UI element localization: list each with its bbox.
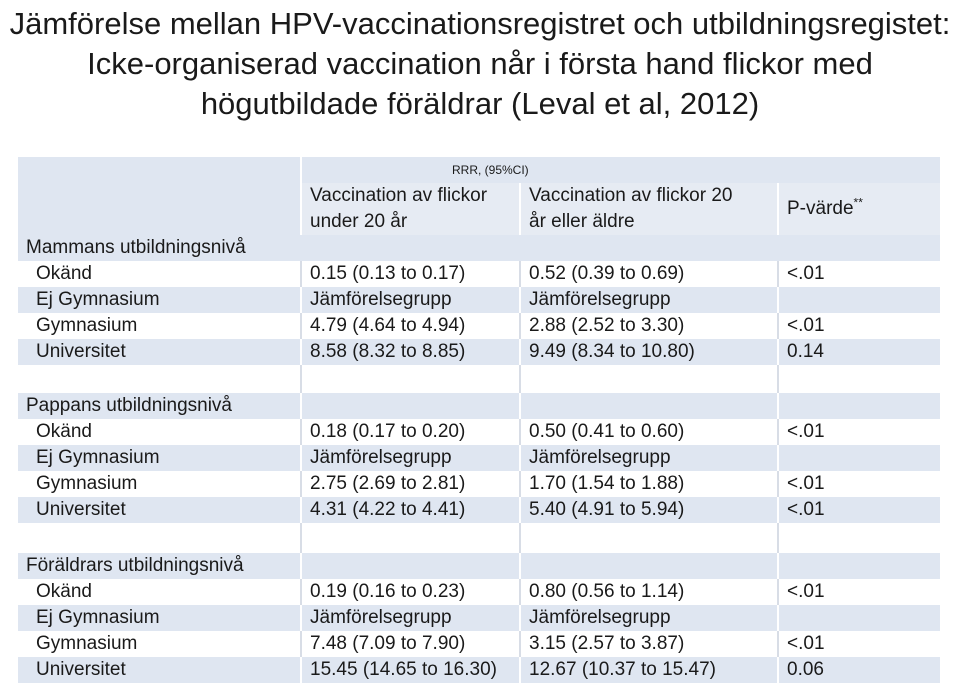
value-over20: Jämförelsegrupp bbox=[519, 287, 778, 313]
value-under20: Jämförelsegrupp bbox=[300, 445, 520, 471]
col-header-under20-line2: under 20 år bbox=[310, 211, 408, 232]
col-header-over20-line1: Vaccination av flickor 20 bbox=[529, 185, 733, 206]
value-over20: 2.88 (2.52 to 3.30) bbox=[519, 313, 778, 339]
value-under20: 0.18 (0.17 to 0.20) bbox=[300, 419, 520, 445]
row-label: Okänd bbox=[18, 419, 301, 445]
title-line-1: Jämförelse mellan HPV-vaccinationsregist… bbox=[9, 6, 951, 41]
value-pvalue: <.01 bbox=[776, 579, 941, 605]
value-pvalue: <.01 bbox=[776, 313, 941, 339]
value-over20: Jämförelsegrupp bbox=[519, 445, 778, 471]
value-over20: 0.50 (0.41 to 0.60) bbox=[519, 419, 778, 445]
col-header-over20: Vaccination av flickor 20 år eller äldre bbox=[519, 183, 778, 235]
value-pvalue bbox=[776, 287, 941, 313]
table-row: Gymnasium 7.48 (7.09 to 7.90) 3.15 (2.57… bbox=[18, 631, 941, 657]
col-header-over20-line2: år eller äldre bbox=[529, 211, 635, 232]
col-header-under20: Vaccination av flickor under 20 år bbox=[300, 183, 520, 235]
value-over20: 0.52 (0.39 to 0.69) bbox=[519, 261, 778, 287]
value-under20: 8.58 (8.32 to 8.85) bbox=[300, 339, 520, 365]
pvalue-footnote-marker: ** bbox=[853, 195, 863, 210]
table-row: Ej Gymnasium Jämförelsegrupp Jämförelseg… bbox=[18, 605, 941, 631]
value-under20: 7.48 (7.09 to 7.90) bbox=[300, 631, 520, 657]
spacer-row bbox=[18, 523, 941, 553]
table-row: Universitet 4.31 (4.22 to 4.41) 5.40 (4.… bbox=[18, 497, 941, 523]
title-line-3: högutbildade föräldrar (Leval et al, 201… bbox=[200, 86, 760, 121]
section-heading-mammans: Mammans utbildningsnivå bbox=[18, 235, 941, 261]
value-over20: 9.49 (8.34 to 10.80) bbox=[519, 339, 778, 365]
value-pvalue: <.01 bbox=[776, 471, 941, 497]
column-header-row: Vaccination av flickor under 20 år Vacci… bbox=[18, 183, 941, 235]
col-header-pvalue-label: P-värde bbox=[787, 198, 854, 219]
row-label: Universitet bbox=[18, 657, 301, 683]
table-row: Ej Gymnasium Jämförelsegrupp Jämförelseg… bbox=[18, 287, 941, 313]
section-heading-row: Mammans utbildningsnivå bbox=[18, 235, 941, 261]
col-header-pvalue: P-värde** bbox=[776, 183, 941, 235]
value-under20: 4.31 (4.22 to 4.41) bbox=[300, 497, 520, 523]
table-row: Ej Gymnasium Jämförelsegrupp Jämförelseg… bbox=[18, 445, 941, 471]
table-row: Universitet 8.58 (8.32 to 8.85) 9.49 (8.… bbox=[18, 339, 941, 365]
value-over20: 5.40 (4.91 to 5.94) bbox=[519, 497, 778, 523]
value-over20: 0.80 (0.56 to 1.14) bbox=[519, 579, 778, 605]
value-pvalue bbox=[776, 445, 941, 471]
value-over20: 12.67 (10.37 to 15.47) bbox=[519, 657, 778, 683]
rrr-header-row: RRR, (95%CI) bbox=[18, 157, 941, 183]
value-under20: 15.45 (14.65 to 16.30) bbox=[300, 657, 520, 683]
row-label: Okänd bbox=[18, 579, 301, 605]
value-pvalue: <.01 bbox=[776, 419, 941, 445]
table-row: Okänd 0.18 (0.17 to 0.20) 0.50 (0.41 to … bbox=[18, 419, 941, 445]
col-header-under20-line1: Vaccination av flickor bbox=[310, 185, 488, 206]
value-over20: 1.70 (1.54 to 1.88) bbox=[519, 471, 778, 497]
table-row: Gymnasium 2.75 (2.69 to 2.81) 1.70 (1.54… bbox=[18, 471, 941, 497]
title-line-2: Icke-organiserad vaccination når i först… bbox=[87, 46, 873, 81]
section-heading-foraldrars: Föräldrars utbildningsnivå bbox=[18, 553, 301, 579]
table-row: Okänd 0.15 (0.13 to 0.17) 0.52 (0.39 to … bbox=[18, 261, 941, 287]
row-label: Ej Gymnasium bbox=[18, 445, 301, 471]
section-heading-row: Pappans utbildningsnivå bbox=[18, 393, 941, 419]
value-pvalue: <.01 bbox=[776, 261, 941, 287]
row-label: Universitet bbox=[18, 339, 301, 365]
value-pvalue: 0.14 bbox=[776, 339, 941, 365]
row-label: Ej Gymnasium bbox=[18, 287, 301, 313]
value-pvalue bbox=[776, 605, 941, 631]
row-label: Gymnasium bbox=[18, 313, 301, 339]
comparison-table: RRR, (95%CI) Vaccination av flickor unde… bbox=[18, 157, 941, 683]
row-label: Ej Gymnasium bbox=[18, 605, 301, 631]
row-label: Universitet bbox=[18, 497, 301, 523]
value-pvalue: <.01 bbox=[776, 631, 941, 657]
section-heading-pappans: Pappans utbildningsnivå bbox=[18, 393, 301, 419]
empty-stub-cell bbox=[18, 183, 301, 235]
value-under20: Jämförelsegrupp bbox=[300, 605, 520, 631]
section-heading-row: Föräldrars utbildningsnivå bbox=[18, 553, 941, 579]
value-under20: 0.19 (0.16 to 0.23) bbox=[300, 579, 520, 605]
value-under20: 0.15 (0.13 to 0.17) bbox=[300, 261, 520, 287]
row-label: Gymnasium bbox=[18, 631, 301, 657]
row-label: Gymnasium bbox=[18, 471, 301, 497]
spacer-row bbox=[18, 365, 941, 393]
page-title: Jämförelse mellan HPV-vaccinationsregist… bbox=[0, 4, 960, 124]
value-under20: Jämförelsegrupp bbox=[300, 287, 520, 313]
value-over20: Jämförelsegrupp bbox=[519, 605, 778, 631]
rrr-label: RRR, (95%CI) bbox=[299, 157, 941, 183]
row-label: Okänd bbox=[18, 261, 301, 287]
table-row: Okänd 0.19 (0.16 to 0.23) 0.80 (0.56 to … bbox=[18, 579, 941, 605]
empty-stub-cell bbox=[18, 157, 301, 183]
value-pvalue: <.01 bbox=[776, 497, 941, 523]
value-pvalue: 0.06 bbox=[776, 657, 941, 683]
value-under20: 2.75 (2.69 to 2.81) bbox=[300, 471, 520, 497]
table-row: Gymnasium 4.79 (4.64 to 4.94) 2.88 (2.52… bbox=[18, 313, 941, 339]
value-under20: 4.79 (4.64 to 4.94) bbox=[300, 313, 520, 339]
value-over20: 3.15 (2.57 to 3.87) bbox=[519, 631, 778, 657]
table-row: Universitet 15.45 (14.65 to 16.30) 12.67… bbox=[18, 657, 941, 683]
